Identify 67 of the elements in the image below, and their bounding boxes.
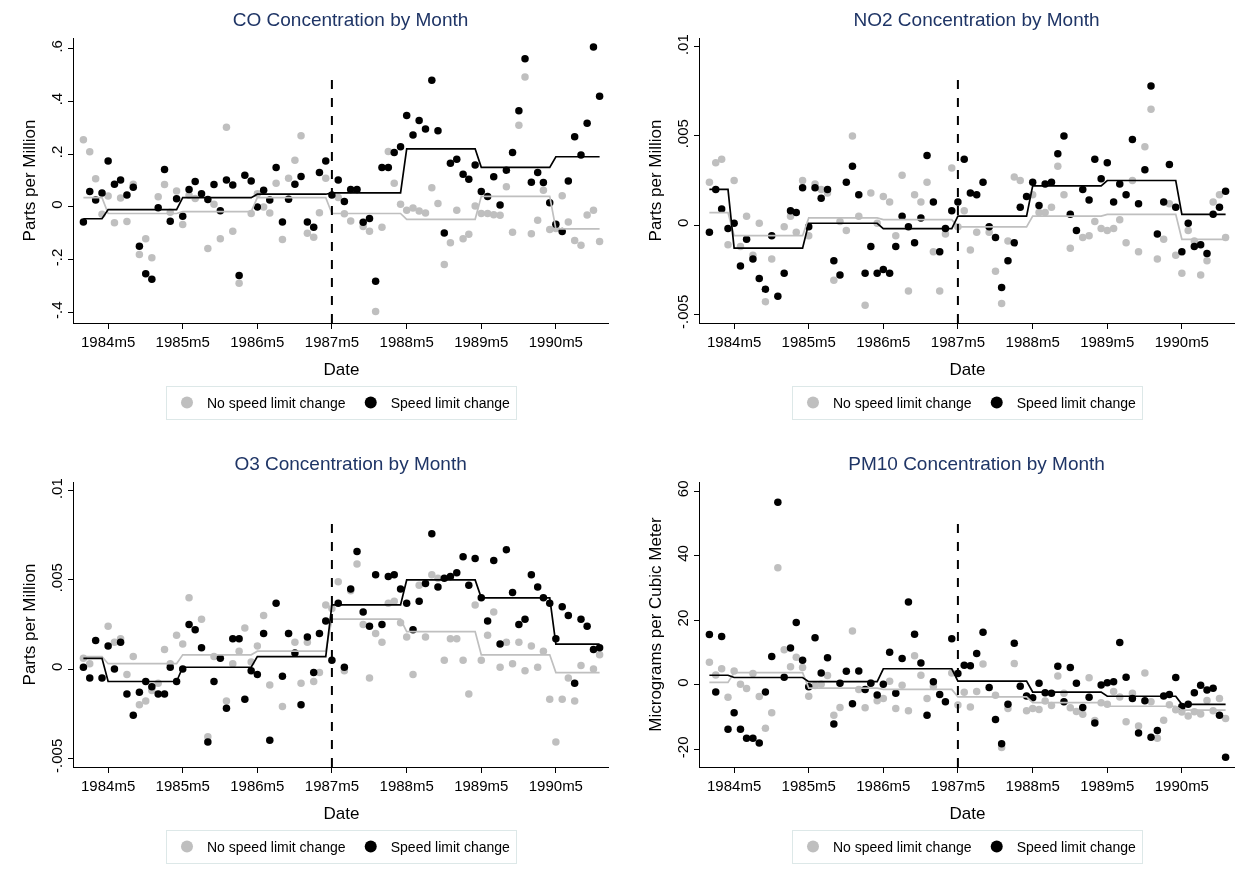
x-tick-label: 1985m5 xyxy=(155,333,210,350)
y-tick-label: -20 xyxy=(674,736,691,759)
y-tick-label: -.005 xyxy=(674,294,691,329)
x-tick-label: 1986m5 xyxy=(230,333,285,350)
x-tick-label: 1987m5 xyxy=(304,777,360,794)
y-tick-label: 0 xyxy=(674,218,691,227)
x-tick-label: 1984m5 xyxy=(707,333,762,350)
legend-label: Speed limit change xyxy=(1016,838,1137,855)
y-tick-label: .005 xyxy=(674,119,691,149)
y-tick-label: 0 xyxy=(674,678,691,687)
x-tick-label: 1985m5 xyxy=(781,333,836,350)
chart-title: O3 Concentration by Month xyxy=(234,452,467,474)
y-tick-label: 20 xyxy=(674,609,691,627)
chart-title: NO2 Concentration by Month xyxy=(853,8,1100,30)
x-tick-label: 1989m5 xyxy=(454,333,509,350)
x-axis-title: Date xyxy=(949,804,986,824)
x-tick-label: 1987m5 xyxy=(930,777,986,794)
x-tick-label: 1986m5 xyxy=(856,777,911,794)
y-tick-label: .2 xyxy=(48,145,65,159)
x-tick-label: 1989m5 xyxy=(454,777,509,794)
y-axis-title: Parts per Million xyxy=(19,563,39,686)
y-tick-label: .6 xyxy=(48,40,65,53)
x-tick-label: 1984m5 xyxy=(707,777,762,794)
y-axis-title: Parts per Million xyxy=(19,119,39,242)
x-tick-label: 1989m5 xyxy=(1080,777,1135,794)
y-tick-label: -.005 xyxy=(48,738,65,773)
y-tick-label: 0 xyxy=(48,662,65,671)
x-tick-label: 1990m5 xyxy=(1154,333,1209,350)
x-axis-title: Date xyxy=(323,360,360,380)
x-tick-label: 1990m5 xyxy=(528,777,583,794)
x-tick-label: 1990m5 xyxy=(1154,777,1209,794)
y-tick-label: 60 xyxy=(674,480,691,498)
x-tick-label: 1988m5 xyxy=(1005,777,1060,794)
legend-label: Speed limit change xyxy=(390,838,511,855)
x-axis-title: Date xyxy=(949,360,986,380)
x-tick-label: 1987m5 xyxy=(930,333,986,350)
x-axis-title: Date xyxy=(323,804,360,824)
y-tick-label: .01 xyxy=(674,34,691,56)
legend-label: No speed limit change xyxy=(833,838,972,855)
legend-label: Speed limit change xyxy=(390,394,511,411)
x-tick-label: 1984m5 xyxy=(81,333,136,350)
x-tick-label: 1985m5 xyxy=(781,777,836,794)
x-tick-label: 1987m5 xyxy=(304,333,360,350)
legend-label: No speed limit change xyxy=(207,838,346,855)
chart-title: CO Concentration by Month xyxy=(232,8,469,30)
legend-label: No speed limit change xyxy=(833,394,972,411)
y-axis-title: Parts per Million xyxy=(645,119,665,242)
x-tick-label: 1988m5 xyxy=(379,777,434,794)
y-tick-label: .01 xyxy=(48,478,65,500)
x-tick-label: 1988m5 xyxy=(379,333,434,350)
y-tick-label: -.4 xyxy=(48,301,65,319)
y-tick-label: .005 xyxy=(48,563,65,593)
x-tick-label: 1986m5 xyxy=(230,777,285,794)
x-tick-label: 1989m5 xyxy=(1080,333,1135,350)
x-tick-label: 1986m5 xyxy=(856,333,911,350)
x-tick-label: 1988m5 xyxy=(1005,333,1060,350)
legend-label: No speed limit change xyxy=(207,394,346,411)
y-tick-label: 0 xyxy=(48,200,65,209)
chart-title: PM10 Concentration by Month xyxy=(848,452,1105,474)
y-axis-title: Micrograms per Cubic Meter xyxy=(645,516,665,732)
x-tick-label: 1985m5 xyxy=(155,777,210,794)
y-tick-label: .4 xyxy=(48,92,65,106)
x-tick-label: 1990m5 xyxy=(528,333,583,350)
legend-label: Speed limit change xyxy=(1016,394,1137,411)
y-tick-label: -.2 xyxy=(48,248,65,267)
x-tick-label: 1984m5 xyxy=(81,777,136,794)
y-tick-label: 40 xyxy=(674,545,691,562)
